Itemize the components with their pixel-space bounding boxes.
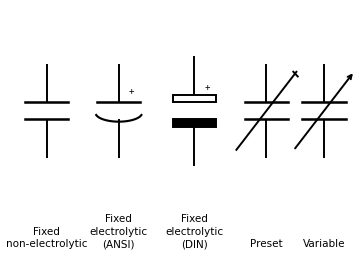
- Text: +: +: [205, 83, 210, 92]
- Text: Fixed
electrolytic
(ANSI): Fixed electrolytic (ANSI): [90, 214, 148, 249]
- Text: +: +: [129, 88, 134, 96]
- Text: Fixed
electrolytic
(DIN): Fixed electrolytic (DIN): [165, 214, 224, 249]
- Bar: [173, 119, 216, 127]
- Text: Preset: Preset: [250, 239, 283, 249]
- Bar: [173, 95, 216, 102]
- Text: Fixed
non-electrolytic: Fixed non-electrolytic: [6, 227, 87, 249]
- Text: Variable: Variable: [303, 239, 345, 249]
